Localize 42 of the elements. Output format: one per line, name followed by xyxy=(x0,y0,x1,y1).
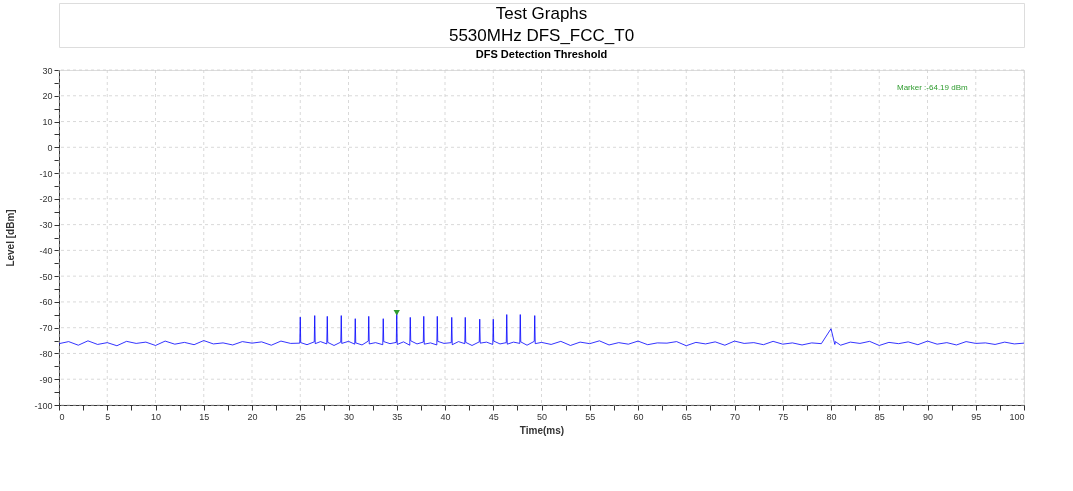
y-tick-label: -100 xyxy=(34,400,53,411)
y-tick-label: -30 xyxy=(39,220,53,231)
x-tick-label: 55 xyxy=(585,411,596,422)
x-tick-label: 25 xyxy=(295,411,306,422)
x-tick-label: 20 xyxy=(247,411,258,422)
x-tick-label: 75 xyxy=(778,411,789,422)
y-tick-label: 20 xyxy=(42,91,53,102)
y-tick-label: -70 xyxy=(39,323,53,334)
x-tick-label: 95 xyxy=(971,411,982,422)
y-tick-label: -10 xyxy=(39,168,53,179)
x-axis-title: Time(ms) xyxy=(519,424,565,436)
x-tick-label: 15 xyxy=(199,411,210,422)
x-tick-label: 100 xyxy=(1009,411,1025,422)
x-tick-label: 35 xyxy=(392,411,403,422)
x-tick-label: 10 xyxy=(150,411,162,422)
y-tick-label: -80 xyxy=(39,348,53,359)
x-tick-label: 80 xyxy=(826,411,837,422)
x-tick-label: 50 xyxy=(536,411,548,422)
text: 5530MHz DFS_FCC_T0 xyxy=(448,26,635,45)
y-tick-label: -50 xyxy=(39,271,53,282)
x-tick-label: 90 xyxy=(922,411,934,422)
x-tick-label: 70 xyxy=(729,411,741,422)
line-series xyxy=(58,312,1025,347)
x-tick-label: 65 xyxy=(681,411,692,422)
x-tick-label: 45 xyxy=(488,411,499,422)
x-tick-label: 85 xyxy=(874,411,885,422)
chart-title: DFS Detection Threshold xyxy=(475,48,608,60)
y-tick-label: 30 xyxy=(42,65,53,76)
y-tick-label: 0 xyxy=(47,142,53,153)
x-tick-label: 60 xyxy=(633,411,644,422)
y-tick-label: -40 xyxy=(39,245,53,256)
y-tick-label: -20 xyxy=(39,194,53,205)
y-tick-label: -60 xyxy=(39,297,53,308)
x-tick-label: 30 xyxy=(343,411,355,422)
y-axis-title: Level [dBm] xyxy=(5,209,17,267)
text: Test Graphs xyxy=(495,4,588,23)
x-tick-label: 5 xyxy=(105,411,111,422)
x-tick-label: 0 xyxy=(59,411,65,422)
annotation: Marker :-64.19 dBm xyxy=(897,83,969,92)
x-tick-label: 40 xyxy=(440,411,451,422)
y-tick-label: -90 xyxy=(39,374,53,385)
y-tick-label: 10 xyxy=(42,117,53,128)
